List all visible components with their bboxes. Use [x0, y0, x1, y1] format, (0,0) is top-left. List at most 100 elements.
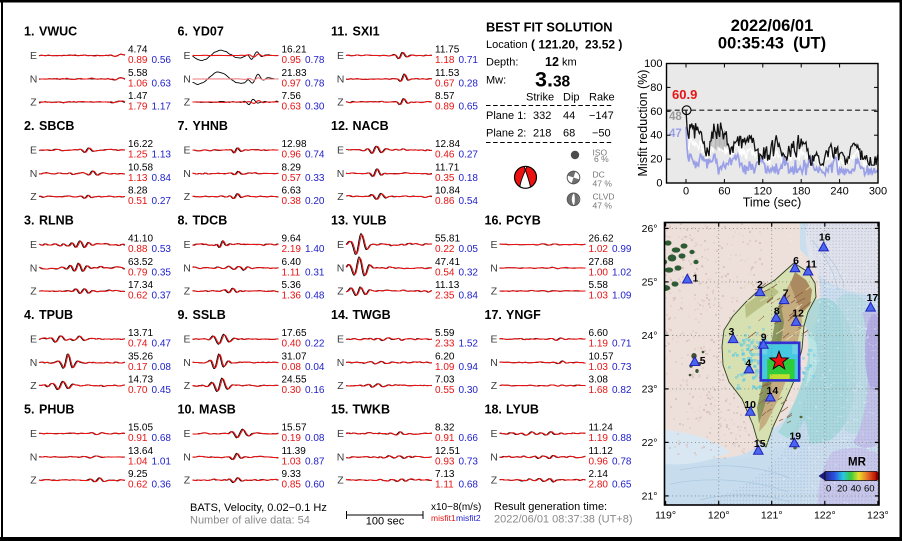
svg-text:E: E: [337, 239, 344, 251]
svg-text:4: 4: [745, 357, 751, 369]
svg-text:11.75: 11.75: [435, 45, 460, 56]
svg-text:1.11: 1.11: [435, 480, 454, 491]
svg-text:−147: −147: [589, 110, 614, 122]
svg-text:0.67: 0.67: [435, 79, 455, 90]
svg-text:122°: 122°: [814, 510, 836, 522]
svg-text:8.57: 8.57: [435, 91, 455, 102]
svg-text:0.04: 0.04: [305, 362, 325, 373]
svg-text:24°: 24°: [642, 330, 658, 342]
svg-text:26.62: 26.62: [589, 234, 614, 245]
svg-text:0.63: 0.63: [152, 79, 172, 90]
svg-text:E: E: [30, 145, 37, 157]
svg-text:0.48: 0.48: [305, 291, 325, 302]
svg-text:MASB: MASB: [199, 403, 236, 417]
svg-text:Z: Z: [491, 286, 498, 298]
svg-text:Z: Z: [184, 380, 191, 392]
svg-text:0.05: 0.05: [459, 244, 479, 255]
svg-text:6: 6: [793, 255, 799, 267]
svg-text:SBCB: SBCB: [39, 119, 74, 133]
svg-text:Depth:: Depth:: [486, 57, 518, 69]
svg-text:0: 0: [683, 186, 689, 198]
svg-text:2: 2: [757, 279, 763, 291]
svg-text:E: E: [30, 334, 37, 346]
svg-text:1.40: 1.40: [305, 244, 325, 255]
svg-text:5: 5: [700, 355, 706, 367]
svg-text:N: N: [183, 357, 191, 369]
svg-text:BEST FIT SOLUTION: BEST FIT SOLUTION: [486, 20, 613, 35]
svg-text:1.04: 1.04: [128, 457, 148, 468]
svg-text:55.81: 55.81: [435, 234, 460, 245]
svg-text:11.39: 11.39: [282, 446, 307, 457]
svg-text:15: 15: [754, 438, 766, 450]
svg-text:4.74: 4.74: [128, 45, 148, 56]
svg-text:11.53: 11.53: [435, 68, 460, 79]
svg-text:YULB: YULB: [353, 214, 387, 228]
svg-text:17.34: 17.34: [128, 280, 153, 291]
svg-text:Z: Z: [337, 191, 344, 203]
svg-text:0.68: 0.68: [459, 480, 479, 491]
svg-text:13.: 13.: [331, 214, 348, 228]
svg-text:Z: Z: [337, 286, 344, 298]
svg-text:0.88: 0.88: [128, 244, 148, 255]
svg-text:7.56: 7.56: [282, 91, 302, 102]
svg-text:0.54: 0.54: [459, 196, 479, 207]
svg-text:Mw:: Mw:: [486, 75, 506, 87]
svg-text:12.51: 12.51: [435, 446, 460, 457]
svg-text:0.91: 0.91: [128, 433, 148, 444]
svg-text:1.47: 1.47: [128, 91, 148, 102]
svg-text:2022/06/01: 2022/06/01: [731, 17, 814, 35]
svg-text:x10−8(m/s): x10−8(m/s): [431, 502, 481, 513]
svg-text:20: 20: [650, 154, 662, 166]
svg-text:0.73: 0.73: [612, 362, 632, 373]
svg-text:63.52: 63.52: [128, 257, 153, 268]
svg-text:N: N: [30, 357, 38, 369]
svg-text:0.35: 0.35: [435, 173, 455, 184]
svg-text:N: N: [337, 168, 345, 180]
svg-text:N: N: [490, 357, 498, 369]
svg-text:8.: 8.: [178, 214, 188, 228]
svg-text:60: 60: [864, 484, 875, 495]
svg-text:0.68: 0.68: [152, 433, 172, 444]
svg-text:N: N: [337, 452, 345, 464]
svg-text:Z: Z: [337, 97, 344, 109]
svg-text:Plane 1:: Plane 1:: [486, 110, 526, 122]
svg-text:N: N: [337, 263, 345, 275]
svg-text:0.63: 0.63: [282, 102, 302, 113]
svg-text:0.51: 0.51: [128, 196, 148, 207]
svg-text:PHUB: PHUB: [39, 403, 74, 417]
svg-text:1.68: 1.68: [589, 385, 609, 396]
svg-text:RLNB: RLNB: [39, 214, 74, 228]
svg-text:0.93: 0.93: [435, 457, 455, 468]
svg-text:0.38: 0.38: [282, 196, 302, 207]
svg-text:47 %: 47 %: [593, 179, 613, 189]
svg-text:7: 7: [783, 288, 789, 300]
svg-text:11.71: 11.71: [435, 163, 460, 174]
svg-text:47 %: 47 %: [593, 201, 613, 211]
svg-text:1: 1: [693, 273, 699, 285]
svg-text:180: 180: [792, 186, 810, 198]
svg-text:0.36: 0.36: [152, 480, 172, 491]
svg-text:5.36: 5.36: [282, 280, 302, 291]
svg-text:80: 80: [650, 82, 662, 94]
svg-text:332: 332: [533, 110, 551, 122]
svg-text:−50: −50: [592, 128, 611, 140]
svg-text:0.32: 0.32: [459, 268, 479, 279]
svg-text:14.73: 14.73: [128, 375, 153, 386]
svg-text:1.13: 1.13: [128, 173, 148, 184]
svg-text:5.58: 5.58: [128, 68, 148, 79]
svg-text:0.91: 0.91: [435, 433, 455, 444]
svg-text:SSLB: SSLB: [193, 308, 226, 322]
svg-text:0.88: 0.88: [612, 433, 632, 444]
svg-text:17: 17: [867, 292, 879, 304]
svg-text:0.84: 0.84: [152, 173, 172, 184]
svg-text:1.06: 1.06: [128, 79, 148, 90]
svg-text:1.17: 1.17: [152, 102, 172, 113]
svg-text:YHNB: YHNB: [193, 119, 228, 133]
svg-text:11.: 11.: [331, 25, 348, 39]
svg-text:11: 11: [806, 258, 817, 270]
svg-text:1.: 1.: [24, 25, 34, 39]
svg-text:1.18: 1.18: [435, 55, 455, 66]
svg-text:Plane 2:: Plane 2:: [486, 128, 526, 140]
svg-text:YD07: YD07: [193, 25, 224, 39]
svg-text:Rake: Rake: [589, 92, 615, 104]
